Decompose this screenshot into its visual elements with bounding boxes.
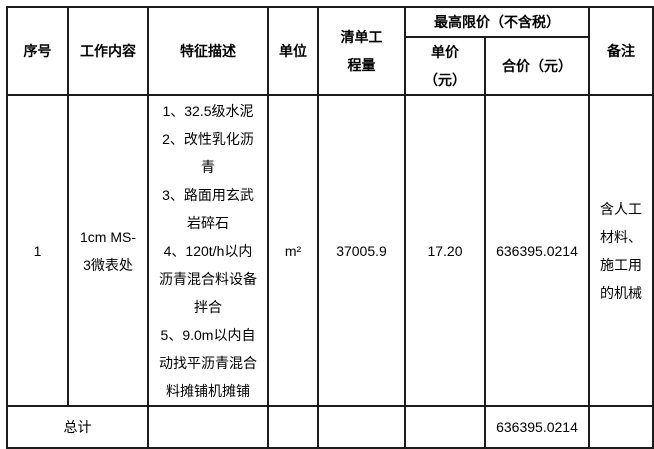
cell-unit-price: 17.20 (404, 94, 486, 407)
header-max-price-group: 最高限价（不含税） (404, 6, 590, 38)
header-feature-desc: 特征描述 (147, 6, 269, 96)
header-work-content: 工作内容 (67, 6, 149, 96)
cell-seq: 1 (6, 94, 69, 407)
footer-row: 总计 636395.0214 (6, 405, 654, 449)
header-unit: 单位 (267, 6, 319, 96)
footer-total-price: 636395.0214 (484, 405, 590, 449)
footer-empty-unit (267, 405, 319, 449)
table-body: 1 1cm MS-3微表处 1、32.5级水泥 2、改性乳化沥青 3、路面用玄武… (6, 94, 654, 449)
table-row: 1 1cm MS-3微表处 1、32.5级水泥 2、改性乳化沥青 3、路面用玄武… (6, 94, 654, 407)
footer-empty-feature (147, 405, 269, 449)
header-quantity: 清单工 程量 (317, 6, 406, 96)
header-row-sub: 单价 （元） 合价（元） (7, 36, 653, 96)
header-seq: 序号 (6, 6, 69, 96)
footer-empty-remark (588, 405, 654, 449)
header-unit-price: 单价 （元） (404, 36, 486, 96)
cell-unit: m² (267, 94, 319, 407)
cell-work-content: 1cm MS-3微表处 (67, 94, 149, 407)
cell-quantity: 37005.9 (317, 94, 406, 407)
footer-total-label: 总计 (6, 405, 149, 449)
header-total-price: 合价（元） (484, 36, 590, 96)
header-remark: 备注 (588, 6, 654, 96)
cell-total-price: 636395.0214 (484, 94, 590, 407)
table-header: 序号 工作内容 特征描述 单位 清单工 程量 最高限价（不含税） 备注 单价 （… (6, 6, 654, 96)
footer-empty-quantity (317, 405, 406, 449)
footer-empty-unit-price (404, 405, 486, 449)
cell-feature-desc: 1、32.5级水泥 2、改性乳化沥青 3、路面用玄武岩碎石 4、120t/h以内… (147, 94, 269, 407)
header-row-top: 序号 工作内容 特征描述 单位 清单工 程量 最高限价（不含税） 备注 (6, 6, 654, 96)
price-limit-table: 序号 工作内容 特征描述 单位 清单工 程量 最高限价（不含税） 备注 单价 （… (6, 6, 654, 449)
cell-remark: 含人工材料、施工用的机械 (588, 94, 654, 407)
